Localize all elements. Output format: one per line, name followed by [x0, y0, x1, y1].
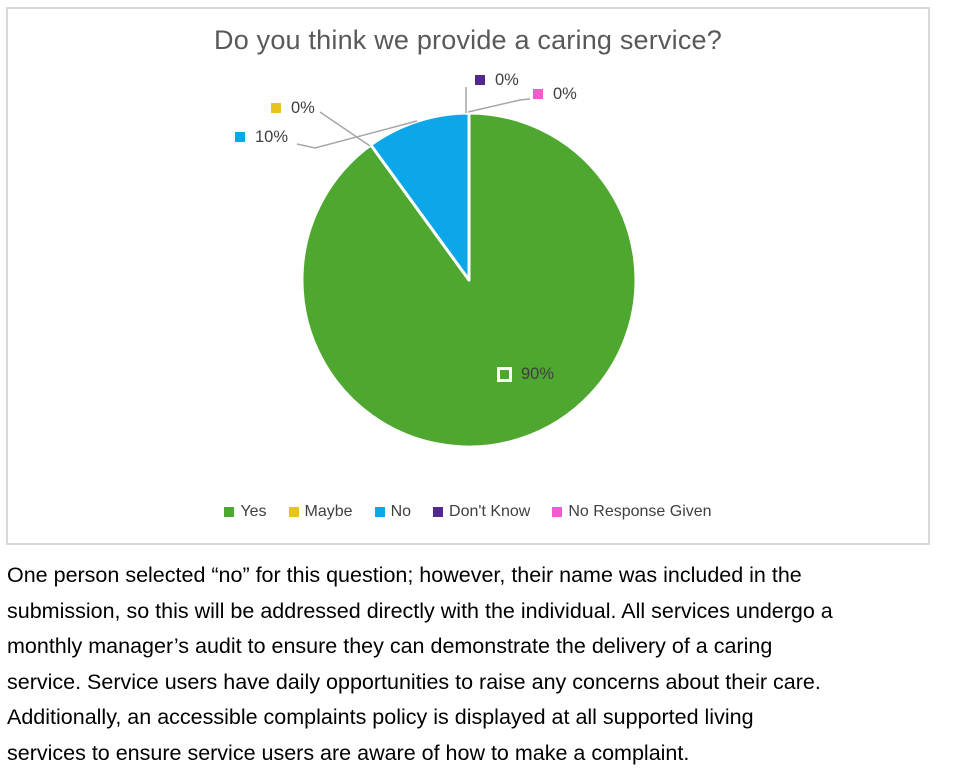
no-key-icon: [235, 132, 245, 142]
dont-know-key-icon: [475, 75, 485, 85]
yes-key-icon: [497, 367, 512, 382]
data-label-dont-know: 0%: [475, 69, 519, 91]
legend-marker-icon: [288, 507, 299, 517]
data-label-value: 0%: [495, 70, 519, 89]
data-label-yes: 90%: [497, 363, 554, 386]
commentary-line: One person selected “no” for this questi…: [7, 563, 802, 587]
chart-frame: Do you think we provide a caring service…: [6, 7, 930, 545]
data-label-maybe: 0%: [271, 97, 315, 119]
commentary-line: submission, so this will be addressed di…: [7, 598, 833, 623]
legend-label: Don't Know: [449, 503, 531, 520]
legend-label: No Response Given: [568, 503, 712, 520]
legend-label: Yes: [240, 503, 267, 520]
legend-item-no: No: [374, 503, 412, 521]
leader-line-no: [296, 120, 418, 149]
no-response-key-icon: [533, 89, 543, 99]
legend-marker-icon: [433, 507, 444, 517]
legend-marker-icon: [224, 507, 235, 517]
data-label-value: 10%: [255, 127, 289, 146]
legend-label: No: [390, 503, 412, 520]
legend-item-yes: Yes: [224, 503, 267, 521]
pie-slice-no: [369, 111, 471, 282]
legend-item-don-t-know: Don't Know: [433, 503, 530, 521]
leader-line-maybe: [319, 111, 371, 147]
commentary-line: service. Service users have daily opport…: [7, 669, 821, 694]
commentary-line: monthly manager’s audit to ensure they c…: [7, 634, 773, 658]
legend-item-maybe: Maybe: [288, 503, 353, 521]
commentary-line: Additionally, an accessible complaints p…: [7, 705, 754, 729]
legend-label: Maybe: [304, 503, 353, 520]
commentary-line: services to ensure service users are awa…: [7, 740, 690, 765]
chart-title: Do you think we provide a caring service…: [214, 25, 722, 55]
pie-chart: [296, 87, 638, 449]
data-label-no-response: 0%: [533, 83, 577, 105]
data-label-value: 0%: [553, 84, 577, 103]
data-label-no: 10%: [235, 126, 288, 148]
data-label-value: 90%: [521, 365, 555, 383]
legend-item-no-response-given: No Response Given: [552, 503, 712, 521]
chart-legend: Yes Maybe No Don't Know No Response Given: [8, 503, 928, 521]
legend-marker-icon: [552, 507, 563, 517]
maybe-key-icon: [271, 103, 281, 113]
legend-marker-icon: [374, 507, 385, 517]
leader-line-no-response: [467, 98, 531, 113]
commentary-text: One person selected “no” for this questi…: [7, 558, 965, 771]
data-label-value: 0%: [291, 98, 315, 117]
